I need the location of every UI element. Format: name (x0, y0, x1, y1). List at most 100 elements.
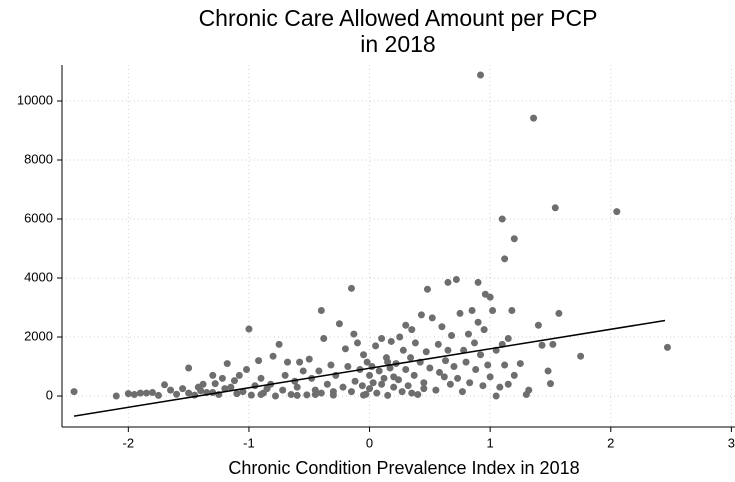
point (369, 379, 377, 387)
point (329, 388, 337, 396)
point (438, 323, 446, 331)
point (296, 358, 304, 366)
point (257, 374, 265, 382)
point (404, 382, 412, 390)
point (136, 389, 144, 397)
point (218, 374, 226, 382)
point (378, 380, 386, 388)
point (293, 383, 301, 391)
point (269, 352, 277, 360)
point (480, 326, 488, 334)
x-tick-label: 1 (487, 435, 494, 450)
point (390, 373, 398, 381)
point (221, 385, 229, 393)
point (223, 360, 231, 368)
point (350, 330, 358, 338)
point (452, 275, 460, 283)
chart-title: in 2018 (360, 31, 435, 57)
point (275, 340, 283, 348)
x-axis-label: Chronic Condition Prevalence Index in 20… (228, 458, 579, 478)
point (510, 235, 518, 243)
point (399, 346, 407, 354)
point (293, 391, 301, 399)
point (508, 306, 516, 314)
point (498, 215, 506, 223)
point (281, 371, 289, 379)
y-tick-label: 4000 (24, 269, 53, 284)
point (407, 354, 415, 362)
point (161, 381, 169, 389)
point (551, 204, 559, 212)
point (474, 278, 482, 286)
point (199, 380, 207, 388)
point (317, 389, 325, 397)
point (408, 326, 416, 334)
point (484, 361, 492, 369)
point (663, 343, 671, 351)
point (112, 392, 120, 400)
point (130, 391, 138, 399)
point (510, 371, 518, 379)
point (235, 371, 243, 379)
point (422, 348, 430, 356)
point (525, 386, 533, 394)
point (420, 385, 428, 393)
point (358, 382, 366, 390)
point (245, 325, 253, 333)
point (311, 391, 319, 399)
point (353, 339, 361, 347)
point (257, 391, 265, 399)
point (227, 383, 235, 391)
point (477, 71, 485, 79)
point (544, 367, 552, 375)
point (243, 365, 251, 373)
point (384, 391, 392, 399)
point (209, 388, 217, 396)
point (255, 357, 263, 365)
point (504, 334, 512, 342)
point (426, 364, 434, 372)
point (496, 383, 504, 391)
point (373, 389, 381, 397)
point (442, 357, 450, 365)
point (411, 339, 419, 347)
point (247, 391, 255, 399)
point (327, 361, 335, 369)
point (323, 380, 331, 388)
x-tick-label: 2 (607, 435, 614, 450)
point (230, 377, 238, 385)
point (351, 377, 359, 385)
point (339, 383, 347, 391)
point (577, 352, 585, 360)
x-tick-label: 3 (728, 435, 735, 450)
point (450, 363, 458, 371)
point (530, 114, 538, 122)
point (538, 341, 546, 349)
point (436, 368, 444, 376)
point (372, 342, 380, 350)
point (366, 385, 374, 393)
point (305, 355, 313, 363)
point (472, 365, 480, 373)
point (197, 387, 205, 395)
point (363, 358, 371, 366)
point (390, 383, 398, 391)
x-tick-label: -1 (243, 435, 255, 450)
point (341, 345, 349, 353)
point (185, 389, 193, 397)
point (489, 306, 497, 314)
point (477, 351, 485, 359)
point (454, 374, 462, 382)
point (375, 367, 383, 375)
point (209, 371, 217, 379)
point (555, 309, 563, 317)
point (466, 379, 474, 387)
point (428, 314, 436, 322)
point (534, 321, 542, 329)
point (479, 382, 487, 390)
point (414, 391, 422, 399)
point (464, 330, 472, 338)
point (410, 371, 418, 379)
point (287, 391, 295, 399)
